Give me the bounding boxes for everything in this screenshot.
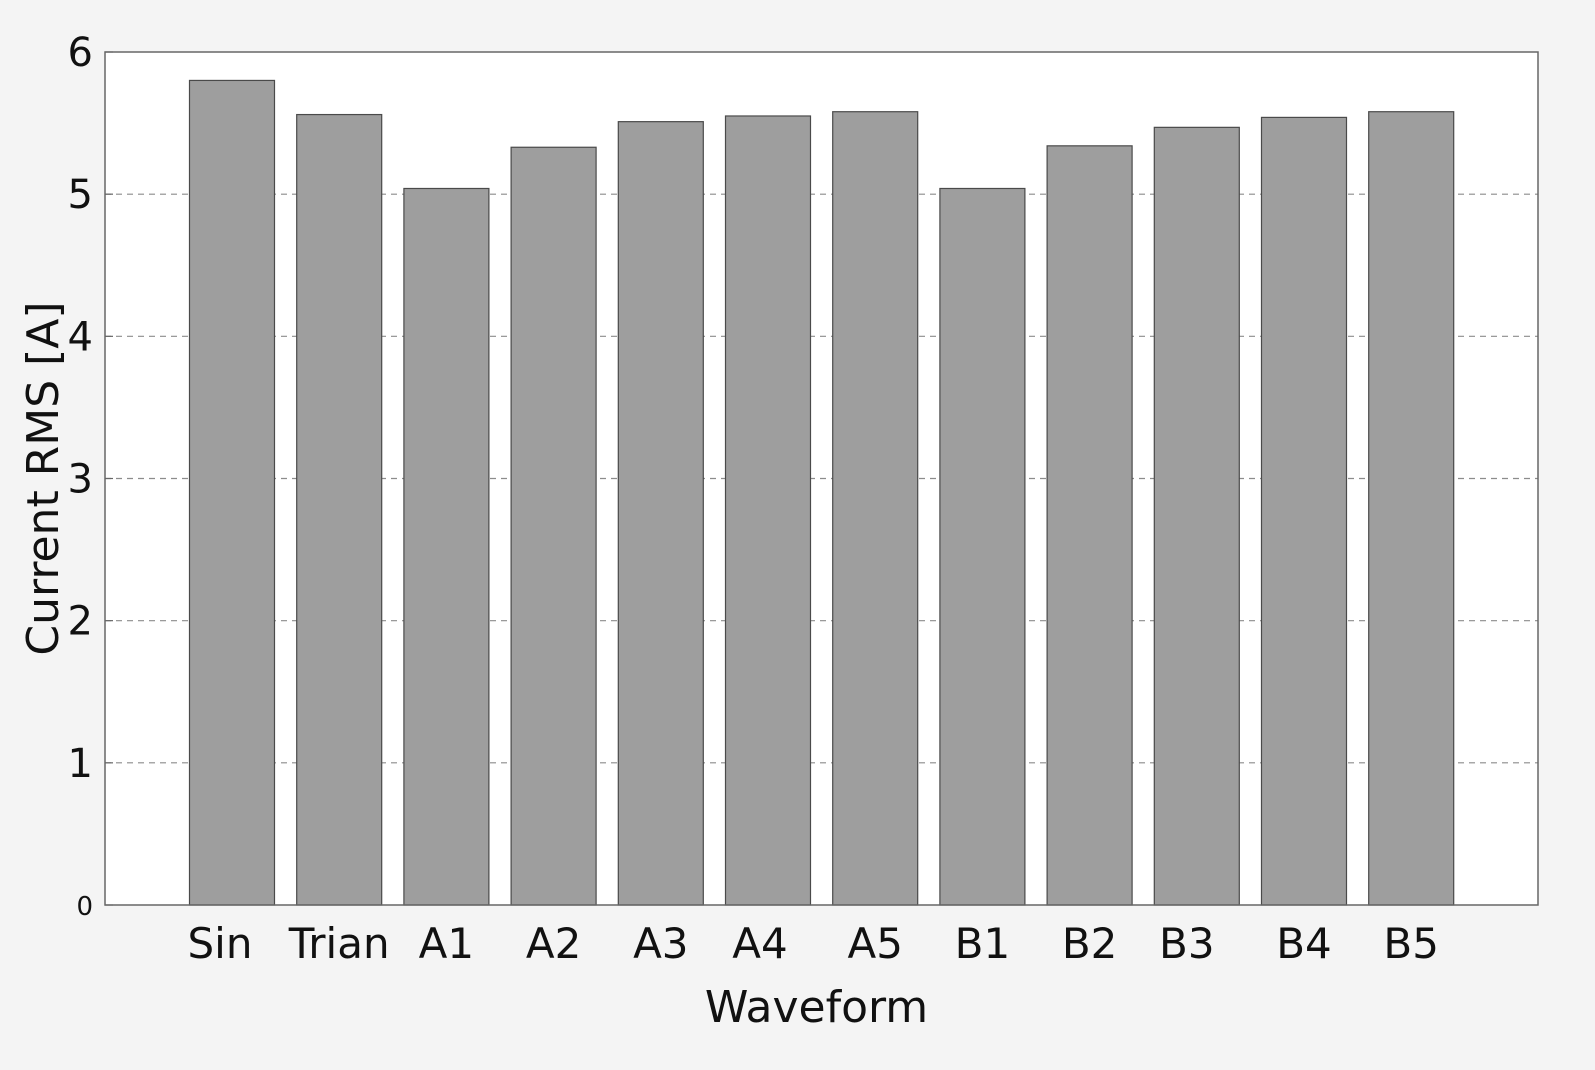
y-tick-label: 3	[68, 457, 93, 503]
y-axis-title: Current RMS [A]	[18, 301, 69, 655]
x-tick-label: B4	[1276, 919, 1332, 968]
x-axis-ticks: Sin Trian A1 A2 A3 A4 A5 B1 B2 B3 B4 B5	[188, 919, 1439, 968]
y-tick-label: 6	[68, 30, 93, 76]
bar	[832, 111, 919, 906]
y-tick-label: 1	[68, 741, 93, 787]
x-tick-label: B5	[1383, 919, 1439, 968]
x-tick-label: A5	[847, 919, 902, 968]
x-tick-label: B2	[1062, 919, 1118, 968]
bar	[724, 115, 812, 906]
y-tick-label: 2	[68, 599, 93, 645]
x-tick-label: Sin	[188, 919, 253, 968]
y-tick-label: 0	[76, 892, 93, 922]
bars	[188, 79, 1455, 906]
y-tick-label: 4	[68, 314, 93, 360]
x-tick-label: A4	[732, 919, 787, 968]
x-tick-label: A1	[419, 919, 474, 968]
y-tick-label: 5	[68, 172, 93, 218]
bar	[1153, 126, 1240, 906]
x-tick-label: Trian	[288, 919, 390, 968]
x-tick-label: B3	[1159, 919, 1215, 968]
bar	[1260, 116, 1348, 906]
bar	[188, 79, 276, 906]
bar	[1046, 145, 1133, 906]
bar	[403, 187, 490, 906]
bar	[296, 113, 383, 906]
bar	[1368, 111, 1455, 906]
grid-lines	[105, 193, 1538, 764]
bar	[617, 121, 704, 906]
y-axis-ticks: 0 1 2 3 4 5 6	[68, 30, 113, 922]
x-tick-label: A3	[633, 919, 688, 968]
x-tick-label: A2	[526, 919, 581, 968]
x-tick-label: B1	[955, 919, 1011, 968]
bar	[510, 146, 597, 906]
bar	[939, 187, 1026, 906]
x-axis-title: Waveform	[705, 982, 928, 1033]
